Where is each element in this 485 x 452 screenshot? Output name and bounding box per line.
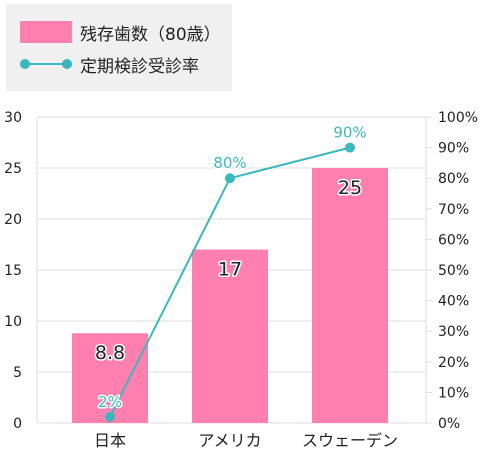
line-data-label: 80% bbox=[213, 154, 246, 172]
legend-label-line: 定期検診受診率 bbox=[80, 56, 199, 77]
bar bbox=[72, 333, 148, 423]
right-tick-label: 70% bbox=[438, 202, 469, 218]
legend-swatch-line bbox=[20, 58, 72, 70]
right-tick-label: 40% bbox=[438, 294, 469, 310]
left-tick-label: 25 bbox=[4, 161, 22, 177]
category-label: スウェーデン bbox=[302, 431, 398, 450]
legend-swatch-bar bbox=[20, 21, 72, 43]
line-data-label: 90% bbox=[333, 124, 366, 142]
bar bbox=[312, 168, 388, 423]
legend-item-line: 定期検診受診率 bbox=[20, 54, 199, 77]
category-label: アメリカ bbox=[198, 431, 261, 450]
right-tick-label: 60% bbox=[438, 232, 469, 248]
right-tick-label: 10% bbox=[438, 385, 469, 401]
left-tick-label: 10 bbox=[4, 314, 22, 330]
right-tick-label: 100% bbox=[438, 110, 478, 126]
left-tick-label: 30 bbox=[4, 110, 22, 126]
right-tick-label: 30% bbox=[438, 324, 469, 340]
line-data-label: 2% bbox=[98, 393, 122, 411]
bar-data-label: 17 bbox=[218, 259, 242, 281]
right-tick-label: 20% bbox=[438, 355, 469, 371]
right-tick-label: 80% bbox=[438, 171, 469, 187]
left-tick-label: 0 bbox=[13, 416, 22, 432]
line-point bbox=[105, 411, 115, 422]
left-tick-label: 5 bbox=[13, 365, 22, 381]
category-label: 日本 bbox=[94, 431, 126, 450]
right-tick-label: 50% bbox=[438, 263, 469, 279]
right-tick-label: 0% bbox=[438, 416, 460, 432]
left-tick-label: 15 bbox=[4, 263, 22, 279]
left-tick-label: 20 bbox=[4, 212, 22, 228]
line-point bbox=[345, 142, 355, 153]
legend-label-bar: 残存歯数（80歳） bbox=[80, 24, 221, 45]
bar-data-label: 25 bbox=[338, 177, 362, 199]
legend-item-bar: 残存歯数（80歳） bbox=[20, 21, 221, 45]
line-point bbox=[225, 173, 235, 184]
bar bbox=[192, 249, 268, 423]
legend: 残存歯数（80歳） 定期検診受診率 bbox=[6, 4, 232, 91]
bar-data-label: 8.8 bbox=[95, 342, 125, 364]
right-tick-label: 90% bbox=[438, 141, 469, 157]
